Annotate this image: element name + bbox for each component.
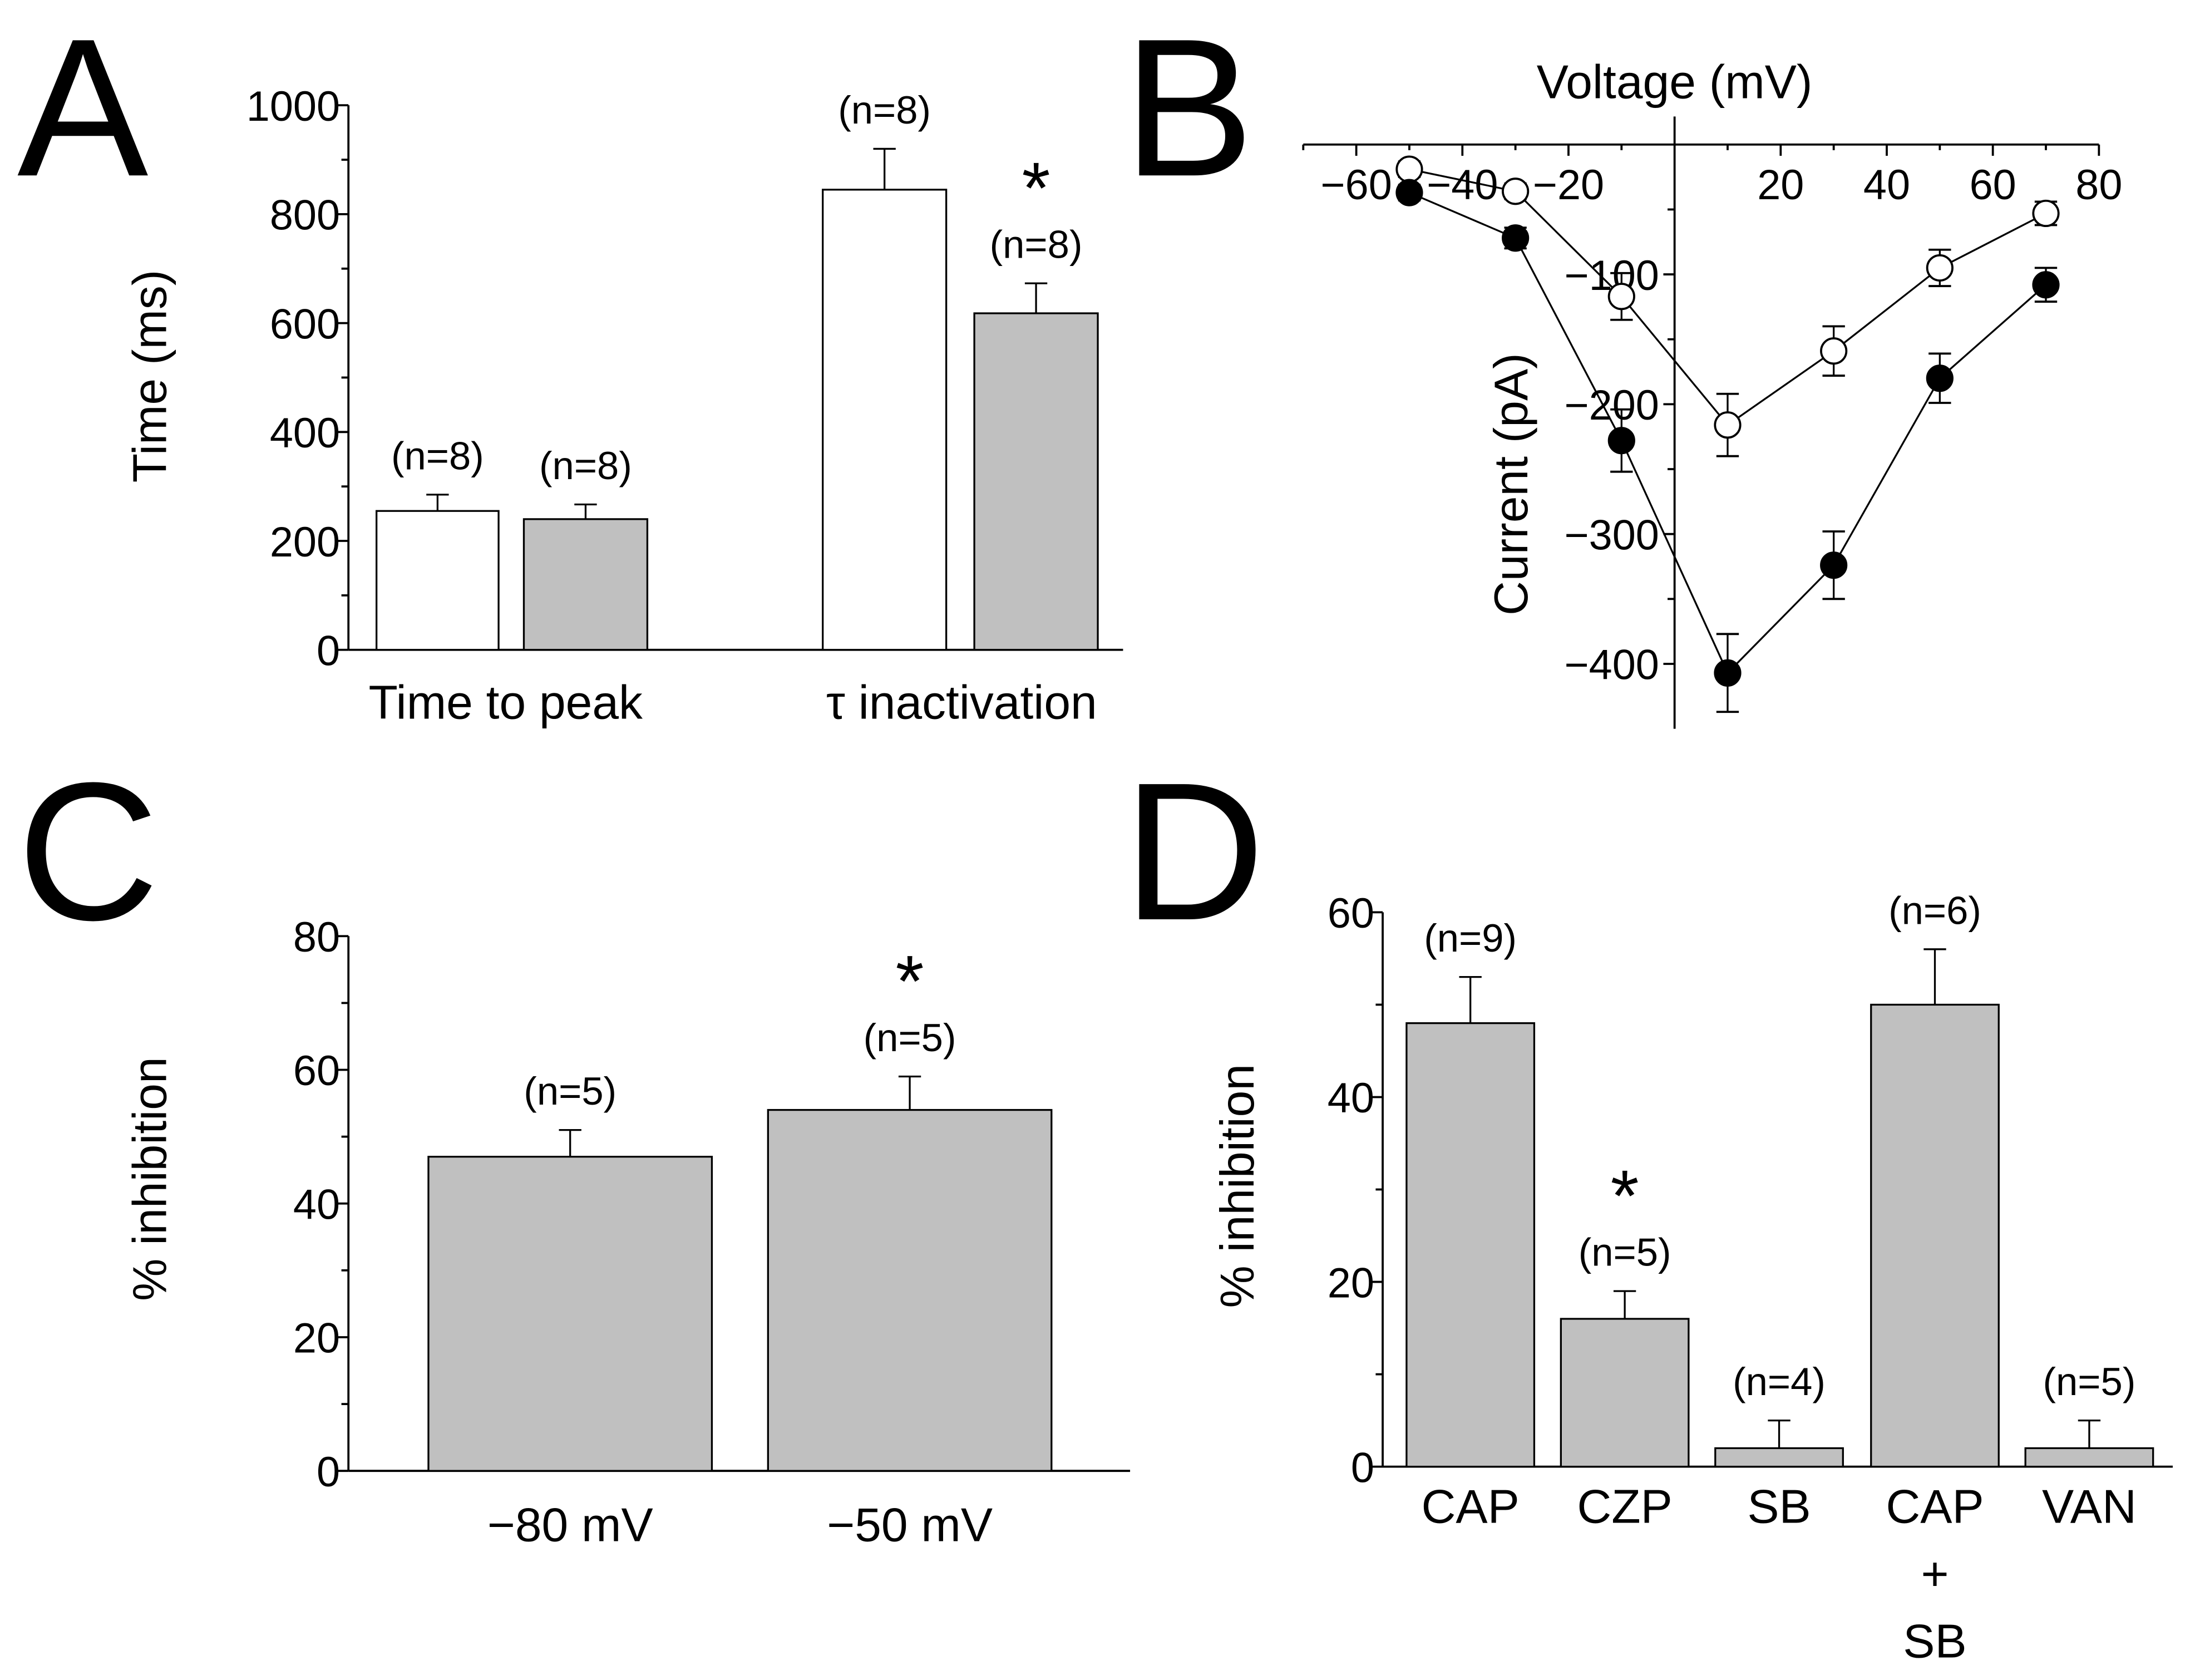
bar (376, 510, 500, 651)
x-tick-label: 20 (1757, 162, 1804, 209)
x-category-label: + (1921, 1548, 1949, 1601)
n-label: (n=4) (1733, 1359, 1826, 1403)
y-axis-label: Current (pA) (1484, 353, 1538, 615)
y-tick-label: −400 (1564, 642, 1659, 689)
y-tick-label: 1000 (246, 83, 340, 130)
data-point (1820, 551, 1848, 579)
n-label: (n=6) (1888, 888, 1981, 932)
significance-star: * (1611, 1155, 1639, 1236)
bar (427, 1156, 713, 1472)
n-label: (n=8) (391, 433, 484, 477)
bar (767, 1108, 1053, 1472)
bar (973, 312, 1099, 651)
x-category-label: SB (1747, 1480, 1811, 1534)
panel-letter-c: C (17, 741, 159, 961)
y-tick-label: 0 (317, 1449, 340, 1496)
y-tick-label: 20 (293, 1316, 340, 1362)
data-point (1714, 411, 1742, 439)
panel-letter-a: A (17, 0, 149, 217)
y-tick-label: 60 (1328, 890, 1374, 937)
x-axis-label: Voltage (mV) (1537, 56, 1813, 109)
n-label: (n=8) (838, 88, 931, 132)
y-tick-label: −300 (1564, 512, 1659, 559)
y-axis-label: Time (ms) (123, 270, 176, 483)
panel-letter-d: D (1123, 741, 1265, 961)
x-category-label: VAN (2042, 1480, 2137, 1534)
y-tick-label: 60 (293, 1048, 340, 1095)
x-category-label: CAP (1422, 1480, 1520, 1534)
y-tick-label: 80 (293, 914, 340, 961)
y-tick-label: 40 (1328, 1075, 1374, 1122)
x-group-label: τ inactivation (826, 676, 1097, 729)
x-tick-label: 80 (2075, 162, 2122, 209)
x-tick-label: 40 (1863, 162, 1910, 209)
bar (1870, 1003, 2000, 1468)
significance-star: * (896, 940, 924, 1022)
data-point (1926, 254, 1954, 282)
data-point (1607, 427, 1635, 455)
data-point (1607, 283, 1635, 311)
bar (1714, 1447, 1844, 1468)
y-axis-label: % inhibition (123, 1057, 176, 1301)
bar (2024, 1447, 2154, 1468)
data-point (1714, 659, 1742, 687)
data-point (1395, 179, 1423, 206)
data-point (1502, 224, 1530, 252)
x-category-label: −80 mV (487, 1498, 653, 1551)
n-label: (n=5) (2043, 1359, 2136, 1403)
n-label: (n=5) (1579, 1230, 1671, 1274)
significance-star: * (1022, 147, 1050, 229)
panel-letter-b: B (1123, 0, 1254, 217)
x-category-label: −50 mV (827, 1498, 993, 1551)
y-tick-label: 0 (1351, 1445, 1374, 1491)
y-tick-label: 40 (293, 1181, 340, 1228)
panel-b-chart: −60 −40 −20 20 40 60 80−100−200−300−400Voltage… (1302, 56, 2122, 729)
n-label: (n=5) (864, 1016, 956, 1060)
y-tick-label: 20 (1328, 1260, 1374, 1307)
panel-a-chart: 0 200 400 600 800 1000 Time (ms) (n=8) (n=8) (n=8… (123, 83, 1123, 729)
x-group-label: Time to peak (368, 676, 643, 729)
data-point (1502, 178, 1530, 205)
data-point (2032, 199, 2060, 228)
y-tick-label: 400 (270, 410, 340, 457)
data-point (2032, 271, 2060, 299)
data-point (1926, 364, 1954, 392)
y-tick-label: 600 (270, 301, 340, 348)
n-label: (n=8) (990, 223, 1083, 267)
x-category-label: CZP (1577, 1480, 1672, 1534)
y-tick-label: 200 (270, 519, 340, 566)
x-category-label: CAP (1886, 1480, 1984, 1534)
bar (1405, 1022, 1536, 1468)
y-tick-label: 800 (270, 193, 340, 239)
data-point (1820, 337, 1848, 365)
x-tick-label: −60 (1320, 162, 1392, 209)
n-label: (n=8) (539, 444, 632, 487)
x-category-label: SB (1903, 1615, 1966, 1668)
n-label: (n=5) (524, 1069, 616, 1113)
bar (1560, 1318, 1690, 1468)
data-point (1395, 155, 1423, 183)
x-tick-label: 60 (1970, 162, 2016, 209)
x-tick-label: −20 (1533, 162, 1604, 209)
bar (822, 189, 948, 651)
n-label: (n=9) (1424, 916, 1517, 960)
bar (522, 518, 649, 651)
y-axis-label: % inhibition (1211, 1064, 1264, 1308)
y-tick-label: 0 (317, 628, 340, 674)
